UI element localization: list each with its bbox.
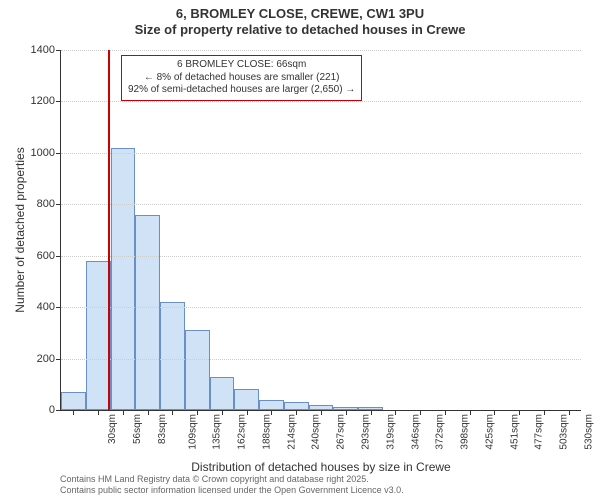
histogram-bar: [259, 400, 284, 410]
y-tick-mark: [56, 153, 61, 154]
chart-title-sub: Size of property relative to detached ho…: [0, 22, 600, 37]
x-tick-mark: [395, 410, 396, 415]
footer-line-1: Contains HM Land Registry data © Crown c…: [60, 474, 404, 485]
histogram-bar: [135, 215, 160, 410]
histogram-bar: [61, 392, 86, 410]
y-tick-label: 1400: [31, 44, 55, 56]
x-tick-mark: [123, 410, 124, 415]
y-gridline: [61, 307, 581, 308]
plot-area: Distribution of detached houses by size …: [60, 50, 581, 411]
histogram-bar: [210, 377, 235, 410]
x-tick-label: 214sqm: [286, 414, 297, 450]
footer-attribution: Contains HM Land Registry data © Crown c…: [60, 474, 404, 496]
chart-root: { "chart": { "type": "histogram", "title…: [0, 0, 600, 500]
y-gridline: [61, 101, 581, 102]
y-gridline: [61, 50, 581, 51]
y-tick-label: 800: [37, 198, 55, 210]
x-tick-mark: [296, 410, 297, 415]
y-gridline: [61, 359, 581, 360]
x-tick-mark: [197, 410, 198, 415]
x-tick-mark: [420, 410, 421, 415]
y-tick-mark: [56, 307, 61, 308]
x-tick-label: 293sqm: [361, 414, 372, 450]
x-tick-mark: [148, 410, 149, 415]
y-tick-mark: [56, 204, 61, 205]
x-tick-label: 346sqm: [410, 414, 421, 450]
histogram-bar: [284, 402, 309, 410]
x-tick-mark: [470, 410, 471, 415]
y-gridline: [61, 204, 581, 205]
x-tick-label: 240sqm: [311, 414, 322, 450]
x-tick-mark: [346, 410, 347, 415]
y-tick-label: 400: [37, 301, 55, 313]
x-tick-mark: [247, 410, 248, 415]
annotation-line: ← 8% of detached houses are smaller (221…: [128, 72, 355, 85]
y-tick-label: 0: [49, 404, 55, 416]
annotation-line: 6 BROMLEY CLOSE: 66sqm: [128, 59, 355, 72]
bars-group: [61, 50, 581, 410]
histogram-bar: [185, 330, 210, 410]
y-tick-label: 1200: [31, 95, 55, 107]
x-tick-mark: [519, 410, 520, 415]
x-tick-mark: [544, 410, 545, 415]
x-tick-label: 188sqm: [262, 414, 273, 450]
x-tick-mark: [494, 410, 495, 415]
y-tick-mark: [56, 101, 61, 102]
x-tick-mark: [445, 410, 446, 415]
x-tick-mark: [271, 410, 272, 415]
annotation-line: 92% of semi-detached houses are larger (…: [128, 84, 355, 97]
x-tick-mark: [222, 410, 223, 415]
x-tick-label: 503sqm: [559, 414, 570, 450]
y-gridline: [61, 256, 581, 257]
y-tick-mark: [56, 410, 61, 411]
x-tick-label: 162sqm: [237, 414, 248, 450]
footer-line-2: Contains public sector information licen…: [60, 485, 404, 496]
histogram-bar: [160, 302, 185, 410]
histogram-bar: [234, 389, 259, 410]
reference-line: [108, 50, 110, 410]
y-tick-mark: [56, 50, 61, 51]
x-tick-label: 30sqm: [107, 414, 118, 444]
y-tick-label: 200: [37, 353, 55, 365]
histogram-bar: [111, 148, 136, 410]
x-tick-label: 319sqm: [385, 414, 396, 450]
x-axis-label: Distribution of detached houses by size …: [61, 460, 581, 474]
x-tick-mark: [321, 410, 322, 415]
x-tick-label: 109sqm: [187, 414, 198, 450]
x-tick-mark: [172, 410, 173, 415]
x-tick-label: 135sqm: [212, 414, 223, 450]
x-tick-label: 398sqm: [460, 414, 471, 450]
x-tick-label: 451sqm: [509, 414, 520, 450]
y-tick-label: 600: [37, 250, 55, 262]
y-tick-mark: [56, 359, 61, 360]
x-tick-label: 372sqm: [435, 414, 446, 450]
x-tick-mark: [569, 410, 570, 415]
x-tick-label: 530sqm: [583, 414, 594, 450]
y-tick-label: 1000: [31, 147, 55, 159]
y-gridline: [61, 153, 581, 154]
x-tick-label: 56sqm: [132, 414, 143, 444]
x-tick-label: 477sqm: [534, 414, 545, 450]
annotation-box: 6 BROMLEY CLOSE: 66sqm← 8% of detached h…: [121, 55, 362, 101]
x-tick-label: 83sqm: [157, 414, 168, 444]
x-tick-label: 425sqm: [484, 414, 495, 450]
y-tick-mark: [56, 256, 61, 257]
x-tick-mark: [73, 410, 74, 415]
y-axis-label: Number of detached properties: [13, 147, 27, 312]
x-tick-label: 267sqm: [336, 414, 347, 450]
x-tick-mark: [371, 410, 372, 415]
x-tick-mark: [98, 410, 99, 415]
chart-title-main: 6, BROMLEY CLOSE, CREWE, CW1 3PU: [0, 6, 600, 21]
